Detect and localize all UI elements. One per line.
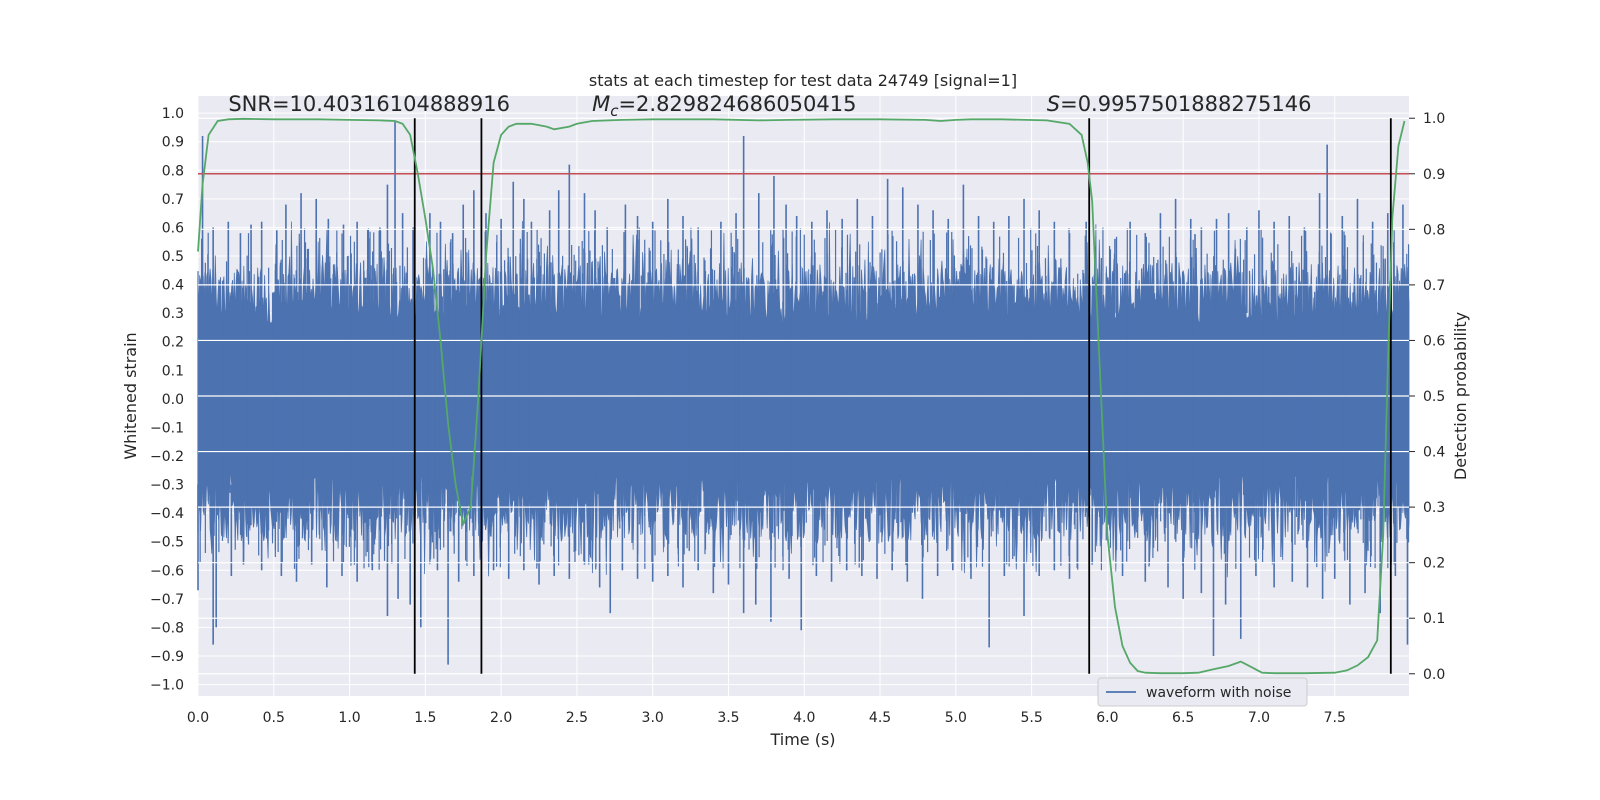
- y2-tick-label: 0.9: [1423, 167, 1445, 183]
- y-tick-label: −1.0: [150, 678, 184, 694]
- detection-probability-line: [197, 117, 1406, 675]
- y-tick-label: 0.9: [162, 135, 184, 151]
- y2-tick-label: 0.7: [1423, 278, 1445, 294]
- x-tick-label: 4.0: [793, 710, 815, 726]
- y-tick-label: −0.7: [150, 592, 184, 608]
- x-tick-label: 5.5: [1020, 710, 1042, 726]
- y-tick-label: 0.5: [162, 249, 184, 265]
- x-tick-label: 4.5: [869, 710, 891, 726]
- y-tick-label: 0.6: [162, 220, 184, 236]
- y-tick-label: 0.4: [162, 278, 184, 294]
- x-axis-label: Time (s): [769, 730, 835, 749]
- y-tick-label: 0.3: [162, 306, 184, 322]
- x-tick-label: 5.0: [945, 710, 967, 726]
- x-tick-label: 7.5: [1324, 710, 1346, 726]
- annotation-text: S=0.9957501888275146: [1047, 92, 1312, 116]
- y-axis-ticks: 1.0 0.9 0.8 0.7 0.6 0.5 0.4 0.3 0.2 0.1 0.0 −0.1 −0.…: [150, 106, 184, 693]
- y2-axis-ticks: 1.0 0.9 0.8 0.7 0.6 0.5 0.4 0.3 0.2 0.1 0.0: [1409, 111, 1445, 683]
- y-tick-label: −0.1: [150, 420, 184, 436]
- y-axis-label: Whitened strain: [121, 332, 140, 459]
- y2-tick-label: 0.6: [1423, 333, 1445, 349]
- y-tick-label: −0.8: [150, 620, 184, 636]
- y2-tick-label: 0.4: [1423, 445, 1445, 461]
- legend-box: [1097, 677, 1308, 707]
- x-tick-label: 0.0: [187, 710, 209, 726]
- vertical-markers: [413, 118, 1392, 674]
- y2-tick-label: 0.5: [1423, 389, 1445, 405]
- y2-tick-label: 0.2: [1423, 556, 1445, 572]
- chart-title: stats at each timestep for test data 247…: [589, 71, 1017, 90]
- annotation-text: SNR=10.40316104888916: [228, 92, 510, 116]
- x-tick-label: 1.5: [414, 710, 436, 726]
- annotations: SNR=10.40316104888916 Mc=2.82982468605041…: [228, 92, 1311, 120]
- y2-tick-label: 0.0: [1423, 667, 1445, 683]
- annotation-text: Mc=2.829824686050415: [592, 92, 856, 120]
- y-tick-label: 0.7: [162, 192, 184, 208]
- y-tick-label: −0.2: [150, 449, 184, 465]
- y-tick-label: −0.9: [150, 649, 184, 665]
- y-tick-label: 0.1: [162, 363, 184, 379]
- x-tick-label: 7.0: [1248, 710, 1270, 726]
- y-tick-label: 0.0: [162, 392, 184, 408]
- y-tick-label: −0.3: [150, 478, 184, 494]
- x-tick-label: 3.0: [642, 710, 664, 726]
- y2-tick-label: 1.0: [1423, 111, 1445, 127]
- legend: waveform with noise: [1097, 677, 1308, 707]
- y2-tick-label: 0.1: [1423, 611, 1445, 627]
- legend-label: waveform with noise: [1146, 685, 1291, 701]
- y-tick-label: −0.5: [150, 535, 184, 551]
- y2-tick-label: 0.3: [1423, 500, 1445, 516]
- y2-tick-label: 0.8: [1423, 222, 1445, 238]
- x-tick-label: 2.0: [490, 710, 512, 726]
- y-tick-label: 0.8: [162, 163, 184, 179]
- x-axis-ticks: 0.0 0.5 1.0 1.5 2.0 2.5 3.0 3.5 4.0 4.5 5.0 5.5 6.0 6…: [187, 710, 1346, 726]
- y-tick-label: −0.4: [150, 506, 184, 522]
- x-tick-label: 3.5: [717, 710, 739, 726]
- y-tick-label: 1.0: [162, 106, 184, 122]
- y2-axis-label: Detection probability: [1451, 312, 1470, 480]
- x-tick-label: 6.5: [1172, 710, 1194, 726]
- x-tick-label: 0.5: [263, 710, 285, 726]
- y-tick-label: −0.6: [150, 563, 184, 579]
- x-tick-label: 2.5: [566, 710, 588, 726]
- y-tick-label: 0.2: [162, 335, 184, 351]
- x-tick-label: 1.0: [338, 710, 360, 726]
- waveform-series: [197, 121, 1410, 665]
- x-tick-label: 6.0: [1096, 710, 1118, 726]
